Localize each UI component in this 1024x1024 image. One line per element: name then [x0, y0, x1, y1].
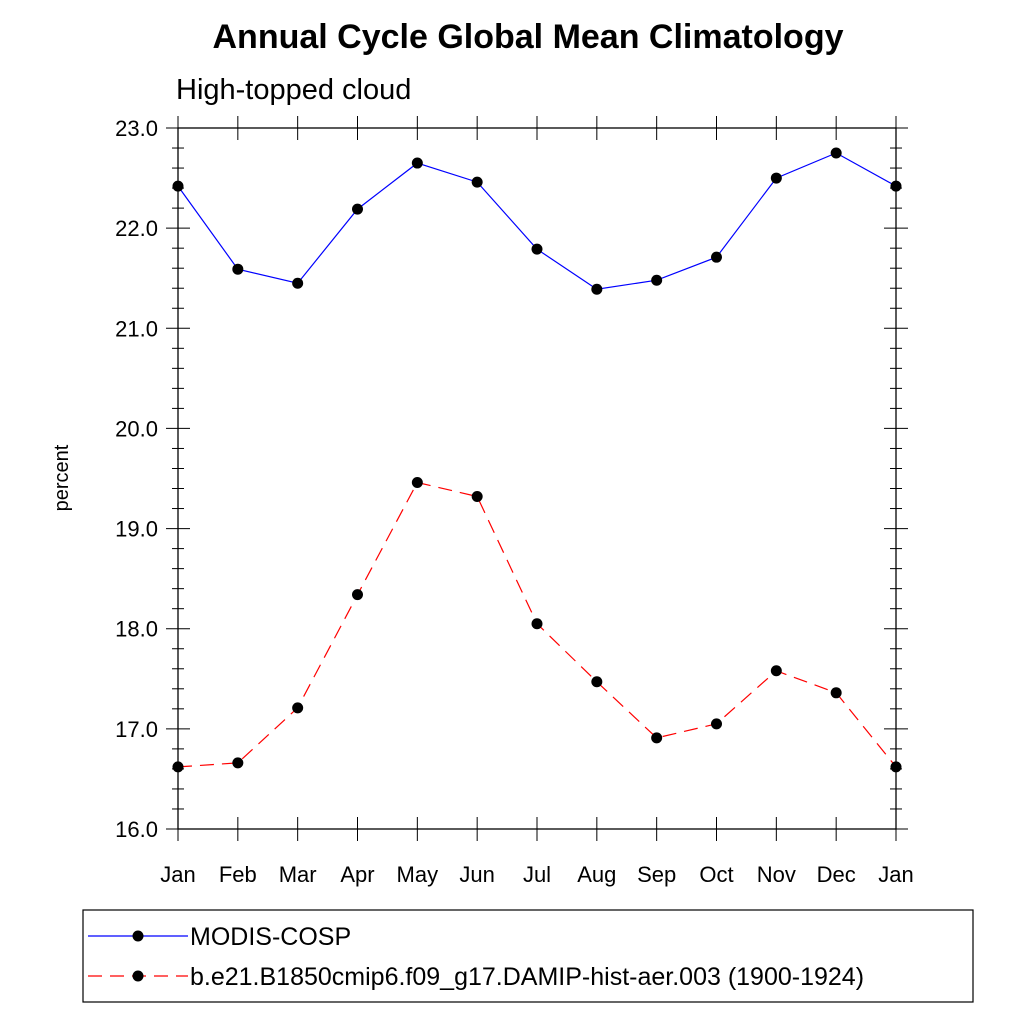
data-point — [172, 761, 184, 773]
data-point — [232, 263, 244, 275]
x-tick-label: Sep — [637, 862, 676, 887]
data-point — [471, 176, 483, 188]
x-tick-label: May — [397, 862, 439, 887]
data-point — [352, 589, 363, 601]
data-point — [352, 203, 363, 215]
y-tick-label: 22.0 — [115, 216, 158, 241]
series-1 — [172, 477, 902, 773]
x-tick-label: Mar — [279, 862, 317, 887]
data-point — [890, 761, 902, 773]
ticks-layer: 16.0 17.0 18.0 19.0 20.0 21.0 22.0 23.0 Jan Feb Ma… — [115, 116, 914, 887]
data-point — [411, 157, 423, 169]
x-tick-label: Nov — [757, 862, 796, 887]
y-tick-label: 20.0 — [115, 416, 158, 441]
x-tick-label: Apr — [340, 862, 374, 887]
data-point — [770, 172, 782, 184]
data-point — [232, 757, 244, 769]
x-tick-label: Dec — [817, 862, 856, 887]
legend-swatch-marker — [132, 970, 144, 982]
series-layer — [172, 147, 902, 773]
chart-title: Annual Cycle Global Mean Climatology — [213, 18, 844, 56]
data-point — [471, 491, 483, 503]
legend-swatch-marker — [132, 930, 144, 942]
legend-box — [82, 909, 974, 1003]
series-0 — [172, 147, 902, 295]
x-tick-label: Jun — [459, 862, 494, 887]
data-point — [770, 665, 782, 677]
data-point — [292, 277, 304, 289]
x-tick-label: Aug — [577, 862, 616, 887]
y-tick-label: 23.0 — [115, 116, 158, 141]
data-point — [651, 732, 663, 744]
legend-item-1: b.e21.B1850cmip6.f09_g17.DAMIP-hist-aer.… — [88, 963, 864, 991]
data-point — [591, 283, 603, 295]
x-tick-label: Jan — [878, 862, 913, 887]
y-tick-label: 17.0 — [115, 717, 158, 742]
data-point — [651, 274, 663, 286]
chart-subtitle: High-topped cloud — [176, 74, 411, 106]
data-point — [531, 243, 543, 255]
data-point — [411, 477, 423, 489]
y-tick-label: 19.0 — [115, 517, 158, 542]
x-tick-label: Feb — [219, 862, 257, 887]
data-point — [830, 147, 842, 159]
data-point — [172, 180, 184, 192]
data-point — [711, 251, 722, 263]
y-tick-label: 18.0 — [115, 617, 158, 642]
x-tick-label: Jul — [523, 862, 551, 887]
data-point — [890, 180, 902, 192]
legend-label: b.e21.B1850cmip6.f09_g17.DAMIP-hist-aer.… — [190, 963, 864, 991]
data-point — [531, 618, 543, 630]
legend-label: MODIS-COSP — [190, 923, 351, 951]
x-tick-label: Oct — [699, 862, 733, 887]
x-tick-label: Jan — [160, 862, 195, 887]
legend-item-0: MODIS-COSP — [88, 923, 351, 951]
series-line — [177, 152, 897, 290]
data-point — [292, 702, 304, 714]
y-tick-label: 21.0 — [115, 316, 158, 341]
data-point — [711, 718, 722, 730]
data-point — [591, 676, 603, 688]
y-axis-label: percent — [51, 444, 73, 511]
plot-frame — [177, 127, 897, 830]
y-tick-label: 16.0 — [115, 817, 158, 842]
data-point — [830, 687, 842, 699]
